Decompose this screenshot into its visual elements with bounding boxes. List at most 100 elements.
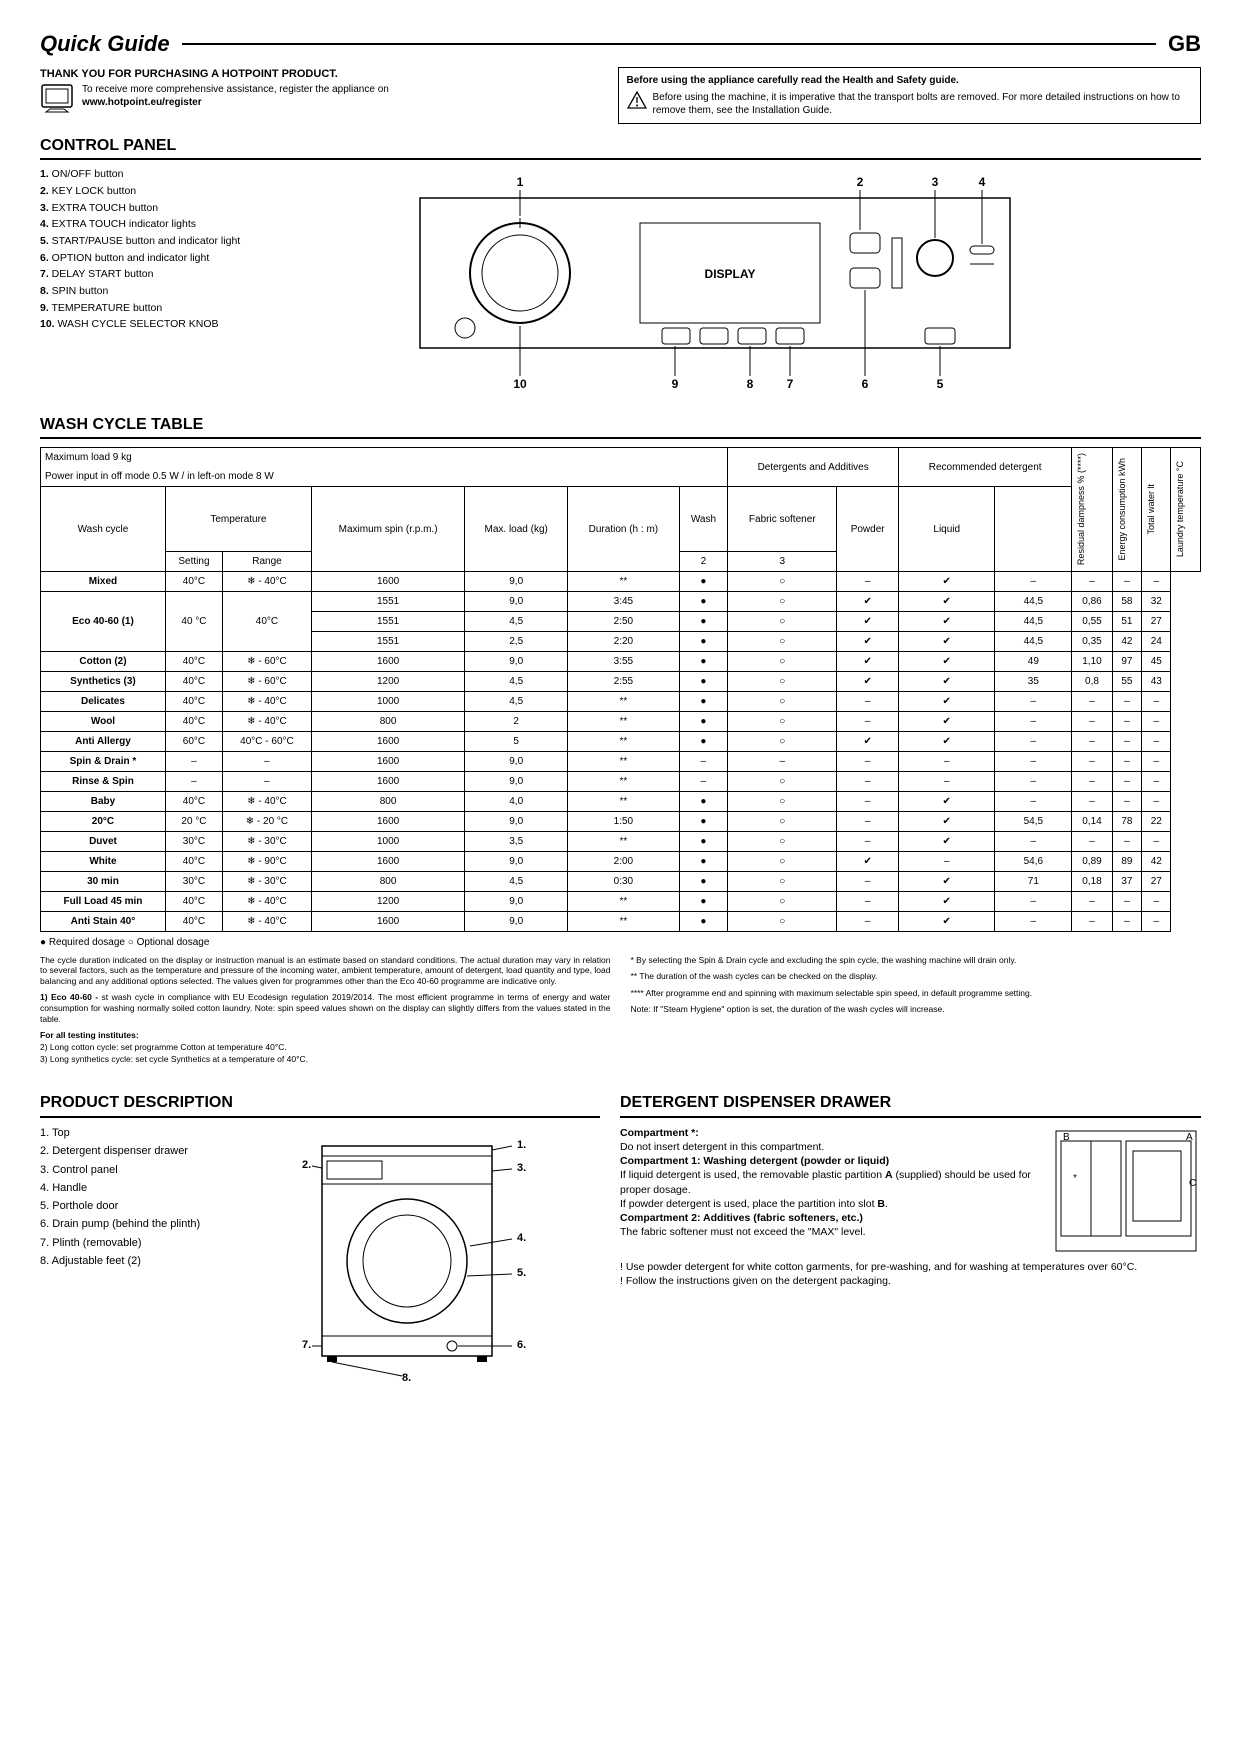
fine-print: ** The duration of the wash cycles can b…: [631, 971, 1202, 982]
warning-icon: [627, 91, 647, 117]
detergent-title: DETERGENT DISPENSER DRAWER: [620, 1093, 1201, 1118]
product-desc-list: 1. Top 2. Detergent dispenser drawer 3. Co…: [40, 1126, 260, 1390]
col-load: Max. load (kg): [465, 487, 568, 571]
control-item: 7. DELAY START button: [40, 268, 340, 282]
svg-text:9: 9: [672, 377, 679, 391]
table-row: Spin & Drain *––16009,0**––––––––: [41, 751, 1201, 771]
lower-section: PRODUCT DESCRIPTION 1. Top 2. Detergent d…: [40, 1081, 1201, 1390]
product-desc-item: 1. Top: [40, 1126, 260, 1140]
col-wash-cycle: Wash cycle: [41, 487, 166, 571]
col-liquid: Liquid: [899, 487, 995, 571]
country-code: GB: [1168, 30, 1201, 59]
thank-you-heading: THANK YOU FOR PURCHASING A HOTPOINT PROD…: [40, 67, 606, 81]
control-item: 1. ON/OFF button: [40, 168, 340, 182]
product-desc-item: 3. Control panel: [40, 1163, 260, 1177]
svg-text:5.: 5.: [517, 1267, 526, 1279]
control-item: 10. WASH CYCLE SELECTOR KNOB: [40, 318, 340, 332]
quick-guide-title: Quick Guide: [40, 30, 170, 59]
max-load: Maximum load 9 kg: [45, 452, 132, 463]
control-item: 3. EXTRA TOUCH button: [40, 202, 340, 216]
svg-text:6.: 6.: [517, 1339, 526, 1351]
computer-icon: [40, 83, 74, 113]
table-row: Full Load 45 min40°C❄ - 40°C12009,0**●○–…: [41, 891, 1201, 911]
control-item: 6. OPTION button and indicator light: [40, 252, 340, 266]
svg-text:7: 7: [787, 377, 794, 391]
control-item: 2. KEY LOCK button: [40, 185, 340, 199]
svg-text:A: A: [1186, 1132, 1193, 1143]
svg-text:4: 4: [979, 175, 986, 189]
fine-print: 3) Long synthetics cycle: set cycle Synt…: [40, 1054, 611, 1065]
table-row: Anti Stain 40°40°C❄ - 40°C16009,0**●○–✔–…: [41, 911, 1201, 931]
detergent-note1: ! Use powder detergent for white cotton …: [620, 1261, 1137, 1273]
col-resid: Residual dampness % (****): [1076, 451, 1088, 567]
intro-section: THANK YOU FOR PURCHASING A HOTPOINT PROD…: [40, 67, 1201, 124]
comp1-body2: If powder detergent is used, place the p…: [620, 1198, 888, 1210]
col-powder: Powder: [837, 487, 899, 571]
comp1-body1: If liquid detergent is used, the removab…: [620, 1169, 1031, 1195]
control-item: 4. EXTRA TOUCH indicator lights: [40, 218, 340, 232]
svg-text:7.: 7.: [302, 1339, 311, 1351]
svg-text:4.: 4.: [517, 1232, 526, 1244]
detergent-note2: ! Follow the instructions given on the d…: [620, 1275, 891, 1287]
svg-text:B: B: [1063, 1132, 1070, 1143]
svg-text:1.: 1.: [517, 1139, 526, 1151]
col-wash: Wash: [679, 487, 728, 551]
page-header: Quick Guide GB: [40, 30, 1201, 59]
col-detergents: Detergents and Additives: [728, 448, 899, 487]
table-row: Baby40°C❄ - 40°C8004,0**●○–✔––––: [41, 791, 1201, 811]
table-row: Wool40°C❄ - 40°C8002**●○–✔––––: [41, 711, 1201, 731]
comp1-heading: Compartment 1: Washing detergent (powder…: [620, 1155, 889, 1167]
table-row: 20°C20 °C❄ - 20 °C16009,01:50●○–✔54,50,1…: [41, 811, 1201, 831]
product-desc-item: 5. Porthole door: [40, 1199, 260, 1213]
control-panel-section: 1. ON/OFF button 2. KEY LOCK button 3. EXT…: [40, 168, 1201, 402]
table-row: Cotton (2)40°C❄ - 60°C16009,03:55●○✔✔491…: [41, 651, 1201, 671]
comp-star-heading: Compartment *:: [620, 1127, 699, 1139]
table-row: White40°C❄ - 90°C16009,02:00●○✔–54,60,89…: [41, 851, 1201, 871]
control-panel-title: CONTROL PANEL: [40, 136, 1201, 161]
fine-print-section: The cycle duration indicated on the disp…: [40, 955, 1201, 1066]
warning-body: Before using the machine, it is imperati…: [653, 91, 1193, 117]
svg-text:6: 6: [862, 377, 869, 391]
product-desc-item: 6. Drain pump (behind the plinth): [40, 1217, 260, 1231]
product-desc-item: 7. Plinth (removable): [40, 1236, 260, 1250]
svg-text:5: 5: [937, 377, 944, 391]
register-body: To receive more comprehensive assistance…: [82, 84, 389, 95]
power-input: Power input in off mode 0.5 W / in left-…: [45, 471, 274, 482]
col-range: Range: [222, 551, 311, 571]
fine-print: 1) Eco 40-60 - st wash cycle in complian…: [40, 992, 611, 1024]
svg-text:8.: 8.: [402, 1372, 411, 1384]
detergent-body: B A C * Compartment *: Do not insert det…: [620, 1126, 1201, 1289]
control-item: 8. SPIN button: [40, 285, 340, 299]
svg-text:2.: 2.: [302, 1159, 311, 1171]
svg-text:*: *: [1073, 1173, 1077, 1184]
fine-print: 2) Long cotton cycle: set programme Cott…: [40, 1042, 611, 1053]
register-text: To receive more comprehensive assistance…: [82, 83, 389, 113]
control-item: 5. START/PAUSE button and indicator ligh…: [40, 235, 340, 249]
table-row: Eco 40-60 (1)40 °C40°C15519,03:45●○✔✔44,…: [41, 591, 1201, 611]
display-label: DISPLAY: [705, 267, 756, 281]
col-two: 2: [679, 551, 728, 571]
comp-star-body: Do not insert detergent in this compartm…: [620, 1141, 824, 1153]
table-row: Anti Allergy60°C40°C - 60°C16005**●○✔✔––…: [41, 731, 1201, 751]
product-desc-title: PRODUCT DESCRIPTION: [40, 1093, 600, 1118]
product-desc-item: 4. Handle: [40, 1181, 260, 1195]
fine-print: For all testing institutes:: [40, 1030, 611, 1041]
fine-print: Note: If "Steam Hygiene" option is set, …: [631, 1004, 1202, 1015]
svg-text:3: 3: [932, 175, 939, 189]
table-row: Duvet30°C❄ - 30°C10003,5**●○–✔––––: [41, 831, 1201, 851]
control-panel-list: 1. ON/OFF button 2. KEY LOCK button 3. EXT…: [40, 168, 340, 402]
control-panel-diagram: DISPLAY 1 2 3 4 5 6: [360, 168, 1201, 402]
table-row: Mixed40°C❄ - 40°C16009,0**●○–✔––––: [41, 571, 1201, 591]
fine-print: **** After programme end and spinning wi…: [631, 988, 1202, 999]
product-desc-item: 2. Detergent dispenser drawer: [40, 1144, 260, 1158]
control-item: 9. TEMPERATURE button: [40, 302, 340, 316]
svg-text:10: 10: [513, 377, 527, 391]
product-desc-item: 8. Adjustable feet (2): [40, 1254, 260, 1268]
wash-table-title: WASH CYCLE TABLE: [40, 415, 1201, 440]
fine-print: The cycle duration indicated on the disp…: [40, 955, 611, 987]
table-row: Rinse & Spin––16009,0**–○––––––: [41, 771, 1201, 791]
svg-text:8: 8: [747, 377, 754, 391]
col-ltemp: Laundry temperature °C: [1175, 459, 1187, 559]
drawer-diagram: B A C *: [1051, 1126, 1201, 1260]
col-softener: Fabric softener: [728, 487, 837, 551]
